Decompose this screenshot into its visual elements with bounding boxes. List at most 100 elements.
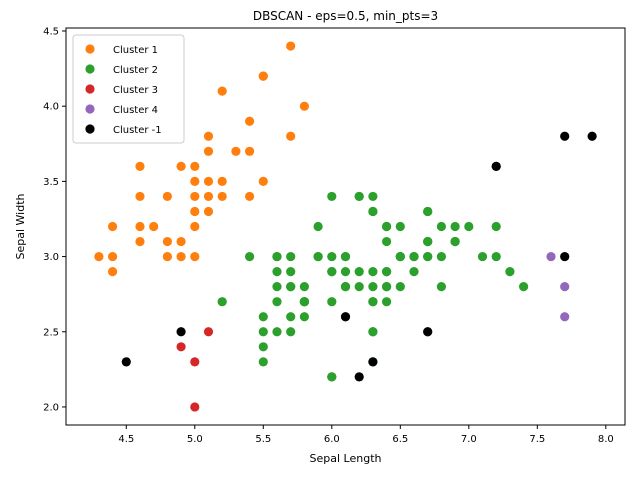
x-tick-label: 6.0 <box>324 434 340 445</box>
data-point-series-0 <box>190 206 200 217</box>
data-point-series-0 <box>107 251 118 262</box>
data-point-series-3 <box>560 312 570 322</box>
data-point-series-2 <box>176 342 186 352</box>
data-point-series-1 <box>286 267 296 277</box>
data-point-series-1 <box>505 267 515 277</box>
data-point-series-0 <box>217 176 227 186</box>
y-tick-label: 2.5 <box>43 327 59 338</box>
data-point-series-1 <box>327 372 337 382</box>
data-point-series-0 <box>217 86 227 96</box>
data-point-series-0 <box>176 236 186 247</box>
data-point-series-1 <box>313 221 323 232</box>
data-point-series-1 <box>313 251 323 262</box>
data-point-series-1 <box>382 236 392 247</box>
data-point-series-1 <box>354 267 364 277</box>
legend-marker <box>85 124 95 134</box>
data-point-series-1 <box>491 221 501 232</box>
legend-label: Cluster 4 <box>113 105 158 116</box>
data-point-series-1 <box>340 251 351 262</box>
data-point-series-1 <box>299 282 309 292</box>
data-point-series-0 <box>149 221 159 232</box>
points-layer <box>94 41 597 412</box>
data-point-series-1 <box>395 251 405 262</box>
data-point-series-0 <box>244 191 255 202</box>
data-point-series-1 <box>258 312 268 322</box>
legend-label: Cluster 3 <box>113 85 158 96</box>
data-point-series-0 <box>162 251 172 262</box>
data-point-series-0 <box>258 71 268 81</box>
data-point-series-1 <box>464 221 474 232</box>
legend-label: Cluster 2 <box>113 65 158 76</box>
data-point-series-4 <box>340 312 351 322</box>
x-tick-label: 4.5 <box>118 434 134 445</box>
data-point-series-1 <box>409 251 419 262</box>
data-point-series-1 <box>368 327 378 337</box>
data-point-series-1 <box>423 206 433 217</box>
data-point-series-0 <box>135 236 145 247</box>
data-point-series-1 <box>395 221 405 232</box>
data-point-series-0 <box>203 131 214 141</box>
legend-marker <box>85 104 95 114</box>
data-point-series-0 <box>176 251 186 262</box>
data-point-series-0 <box>94 251 104 262</box>
y-tick-label: 4.5 <box>43 27 59 38</box>
data-point-series-1 <box>286 251 296 262</box>
data-point-series-4 <box>587 131 597 141</box>
data-point-series-1 <box>327 297 337 307</box>
data-point-series-1 <box>354 282 364 292</box>
data-point-series-0 <box>244 146 255 156</box>
y-tick-label: 4.0 <box>43 102 59 113</box>
data-point-series-1 <box>272 327 282 337</box>
data-point-series-1 <box>368 206 378 217</box>
data-point-series-0 <box>162 191 172 202</box>
data-point-series-4 <box>491 161 501 171</box>
data-point-series-1 <box>354 191 364 202</box>
data-point-series-0 <box>203 176 214 186</box>
data-point-series-1 <box>327 191 337 202</box>
data-point-series-0 <box>107 221 118 232</box>
data-point-series-1 <box>436 221 447 232</box>
data-point-series-1 <box>491 251 501 262</box>
data-point-series-2 <box>190 402 200 412</box>
data-point-series-1 <box>368 267 378 277</box>
data-point-series-1 <box>286 282 296 292</box>
x-tick-label: 6.5 <box>392 434 408 445</box>
data-point-series-0 <box>217 191 227 202</box>
data-point-series-0 <box>162 236 172 247</box>
x-tick-label: 7.5 <box>529 434 545 445</box>
data-point-series-0 <box>258 176 268 186</box>
data-point-series-2 <box>190 357 200 367</box>
data-point-series-3 <box>546 251 556 262</box>
data-point-series-0 <box>286 131 296 141</box>
data-point-series-0 <box>203 206 214 217</box>
data-point-series-1 <box>299 312 309 322</box>
data-point-series-1 <box>286 327 296 337</box>
x-tick-label: 5.0 <box>187 434 203 445</box>
data-point-series-0 <box>190 176 200 186</box>
data-point-series-0 <box>107 267 118 277</box>
data-point-series-0 <box>190 161 200 171</box>
plot-frame <box>65 27 626 426</box>
data-point-series-4 <box>354 372 364 382</box>
data-point-series-4 <box>368 357 378 367</box>
data-point-series-1 <box>368 191 378 202</box>
data-point-series-1 <box>272 297 282 307</box>
data-point-series-1 <box>368 297 378 307</box>
data-point-series-1 <box>450 236 460 247</box>
data-point-series-1 <box>477 251 488 262</box>
data-point-series-1 <box>382 282 392 292</box>
data-point-series-1 <box>272 282 282 292</box>
data-point-series-1 <box>409 267 419 277</box>
data-point-series-1 <box>258 342 268 352</box>
data-point-series-4 <box>423 327 433 337</box>
data-point-series-0 <box>299 101 309 111</box>
y-axis: 2.0 2.5 3.0 3.5 4.0 4.5 <box>43 27 66 413</box>
legend: Cluster 1 Cluster 2 Cluster 3 Cluster 4 Clus… <box>72 34 185 144</box>
legend-marker <box>85 44 95 54</box>
data-point-series-1 <box>436 282 447 292</box>
data-point-series-0 <box>176 161 186 171</box>
data-point-series-4 <box>176 327 186 337</box>
data-point-series-1 <box>217 297 227 307</box>
x-tick-label: 5.5 <box>255 434 271 445</box>
data-point-series-1 <box>327 267 337 277</box>
